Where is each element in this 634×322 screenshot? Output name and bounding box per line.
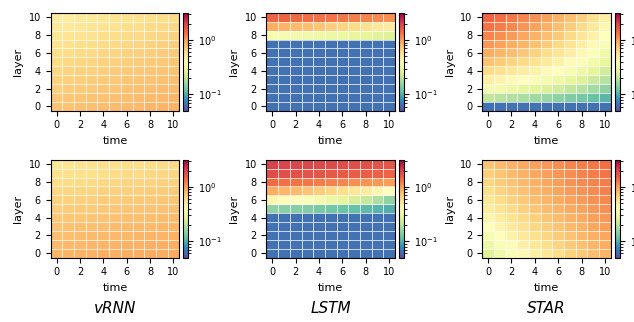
- X-axis label: time: time: [534, 283, 559, 293]
- X-axis label: time: time: [534, 136, 559, 146]
- Y-axis label: layer: layer: [13, 194, 23, 223]
- Text: vRNN: vRNN: [94, 300, 136, 316]
- X-axis label: time: time: [103, 136, 127, 146]
- Y-axis label: layer: layer: [229, 194, 239, 223]
- Y-axis label: layer: layer: [444, 48, 455, 76]
- Text: LSTM: LSTM: [311, 300, 351, 316]
- X-axis label: time: time: [103, 283, 127, 293]
- Y-axis label: layer: layer: [444, 194, 455, 223]
- X-axis label: time: time: [318, 136, 344, 146]
- Y-axis label: layer: layer: [229, 48, 239, 76]
- X-axis label: time: time: [318, 283, 344, 293]
- Text: STAR: STAR: [527, 300, 566, 316]
- Y-axis label: layer: layer: [13, 48, 23, 76]
